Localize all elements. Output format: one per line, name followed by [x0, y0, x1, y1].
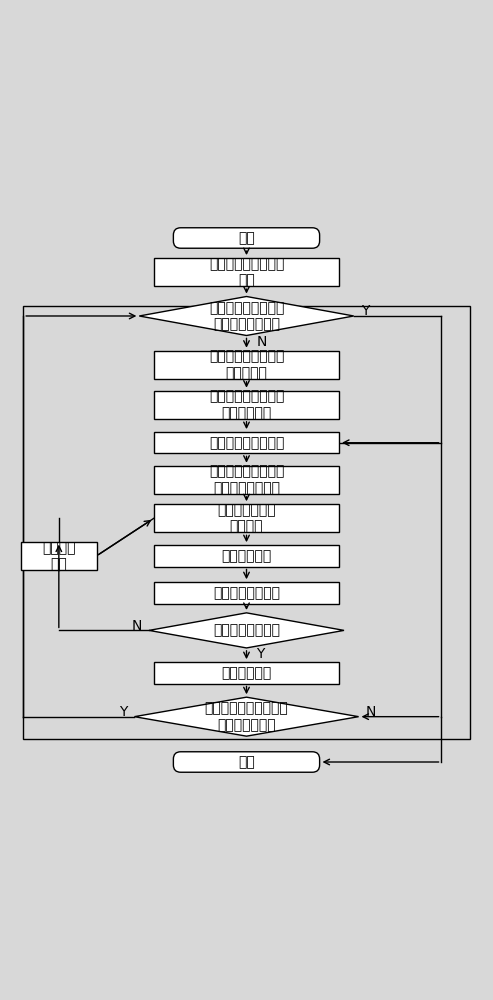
Text: 确定显示中心点位置: 确定显示中心点位置 [209, 436, 284, 450]
Bar [154, 504, 339, 532]
Text: 保存当前层级: 保存当前层级 [221, 666, 272, 680]
Bar [21, 542, 97, 570]
Text: N: N [366, 705, 376, 719]
Text: 结束: 结束 [238, 755, 255, 769]
Text: 获取用于显示的
道路数据: 获取用于显示的 道路数据 [217, 503, 276, 533]
Bar [154, 432, 339, 453]
FancyBboxPatch shape [174, 228, 319, 248]
Polygon shape [139, 296, 354, 335]
Text: 所有比例尺是否完成
位层索引信息生成: 所有比例尺是否完成 位层索引信息生成 [209, 301, 284, 331]
Text: 依次对每一比例尺进
行地图切分: 依次对每一比例尺进 行地图切分 [209, 350, 284, 380]
Text: 道路像素统计判断: 道路像素统计判断 [213, 586, 280, 600]
Polygon shape [149, 613, 344, 648]
Text: 统计比例尺数量，并
排序: 统计比例尺数量，并 排序 [209, 257, 284, 287]
Text: 显示层级
调整: 显示层级 调整 [42, 541, 75, 571]
Text: Y: Y [361, 304, 369, 318]
Text: N: N [131, 619, 141, 633]
Text: N: N [256, 335, 267, 349]
Bar [154, 466, 339, 494]
Bar [23, 306, 470, 739]
Polygon shape [135, 697, 358, 736]
Bar [154, 582, 339, 604]
Text: 获取显示中心点所对
应的初始路网层级: 获取显示中心点所对 应的初始路网层级 [209, 465, 284, 495]
Text: 统计当前比例尺的所
有切分点数量: 统计当前比例尺的所 有切分点数量 [209, 390, 284, 420]
FancyBboxPatch shape [174, 752, 319, 772]
Text: 所有切分点是否完成位
层索引信息生成: 所有切分点是否完成位 层索引信息生成 [205, 702, 288, 732]
Bar [154, 351, 339, 379]
Text: Y: Y [119, 705, 127, 719]
Text: 开始: 开始 [238, 231, 255, 245]
Bar [154, 258, 339, 286]
Text: 道路显示是否合理: 道路显示是否合理 [213, 623, 280, 637]
Bar [154, 662, 339, 684]
Text: Y: Y [256, 647, 265, 661]
Bar [154, 545, 339, 567]
Bar [154, 391, 339, 419]
Text: 模拟地图显示: 模拟地图显示 [221, 549, 272, 563]
